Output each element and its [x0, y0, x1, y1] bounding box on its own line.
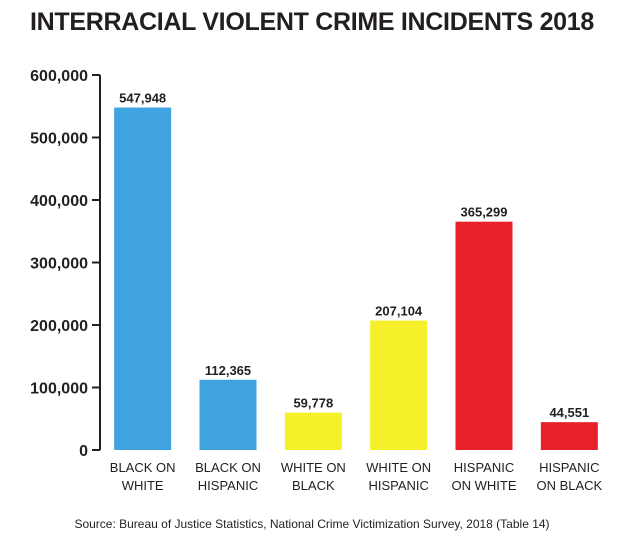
category-label: ON WHITE — [452, 478, 517, 493]
bar-value-label: 547,948 — [119, 91, 166, 106]
category-label: WHITE — [122, 478, 164, 493]
category-label: HISPANIC — [368, 478, 428, 493]
category-label: WHITE ON — [366, 460, 431, 475]
axes: 0 100,000 200,000 300,000 400,000 500,000 600,… — [30, 68, 101, 460]
chart-source: Source: Bureau of Justice Statistics, Na… — [74, 517, 550, 531]
y-tick-label: 200,000 — [30, 318, 88, 335]
labels: 547,948 BLACK ON WHITE 112,365 BLACK ON HISPA… — [110, 91, 603, 493]
category-label: BLACK — [292, 478, 335, 493]
bar — [455, 221, 513, 450]
category-label: BLACK ON — [110, 460, 176, 475]
bars — [114, 107, 598, 450]
bar — [284, 412, 342, 450]
y-tick-label: 0 — [79, 443, 88, 460]
bar-value-label: 112,365 — [205, 363, 251, 378]
y-tick-label: 300,000 — [30, 256, 88, 273]
bar-value-label: 207,104 — [375, 304, 423, 319]
category-label: HISPANIC — [539, 460, 599, 475]
category-label: ON BLACK — [536, 478, 602, 493]
bar — [199, 379, 257, 450]
category-label: WHITE ON — [281, 460, 346, 475]
bar-value-label: 59,778 — [293, 396, 333, 411]
y-tick-label: 100,000 — [30, 381, 88, 398]
bar-value-label: 365,299 — [461, 205, 508, 220]
category-label: BLACK ON — [195, 460, 261, 475]
category-label: HISPANIC — [454, 460, 514, 475]
y-tick-label: 400,000 — [30, 193, 88, 210]
bar — [114, 107, 172, 450]
y-tick-label: 600,000 — [30, 68, 88, 85]
bar-value-label: 44,551 — [549, 405, 589, 420]
bar — [540, 422, 598, 450]
category-label: HISPANIC — [198, 478, 258, 493]
bar — [370, 320, 428, 450]
chart-title: INTERRACIAL VIOLENT CRIME INCIDENTS 2018 — [29, 8, 594, 36]
y-tick-label: 500,000 — [30, 131, 88, 148]
